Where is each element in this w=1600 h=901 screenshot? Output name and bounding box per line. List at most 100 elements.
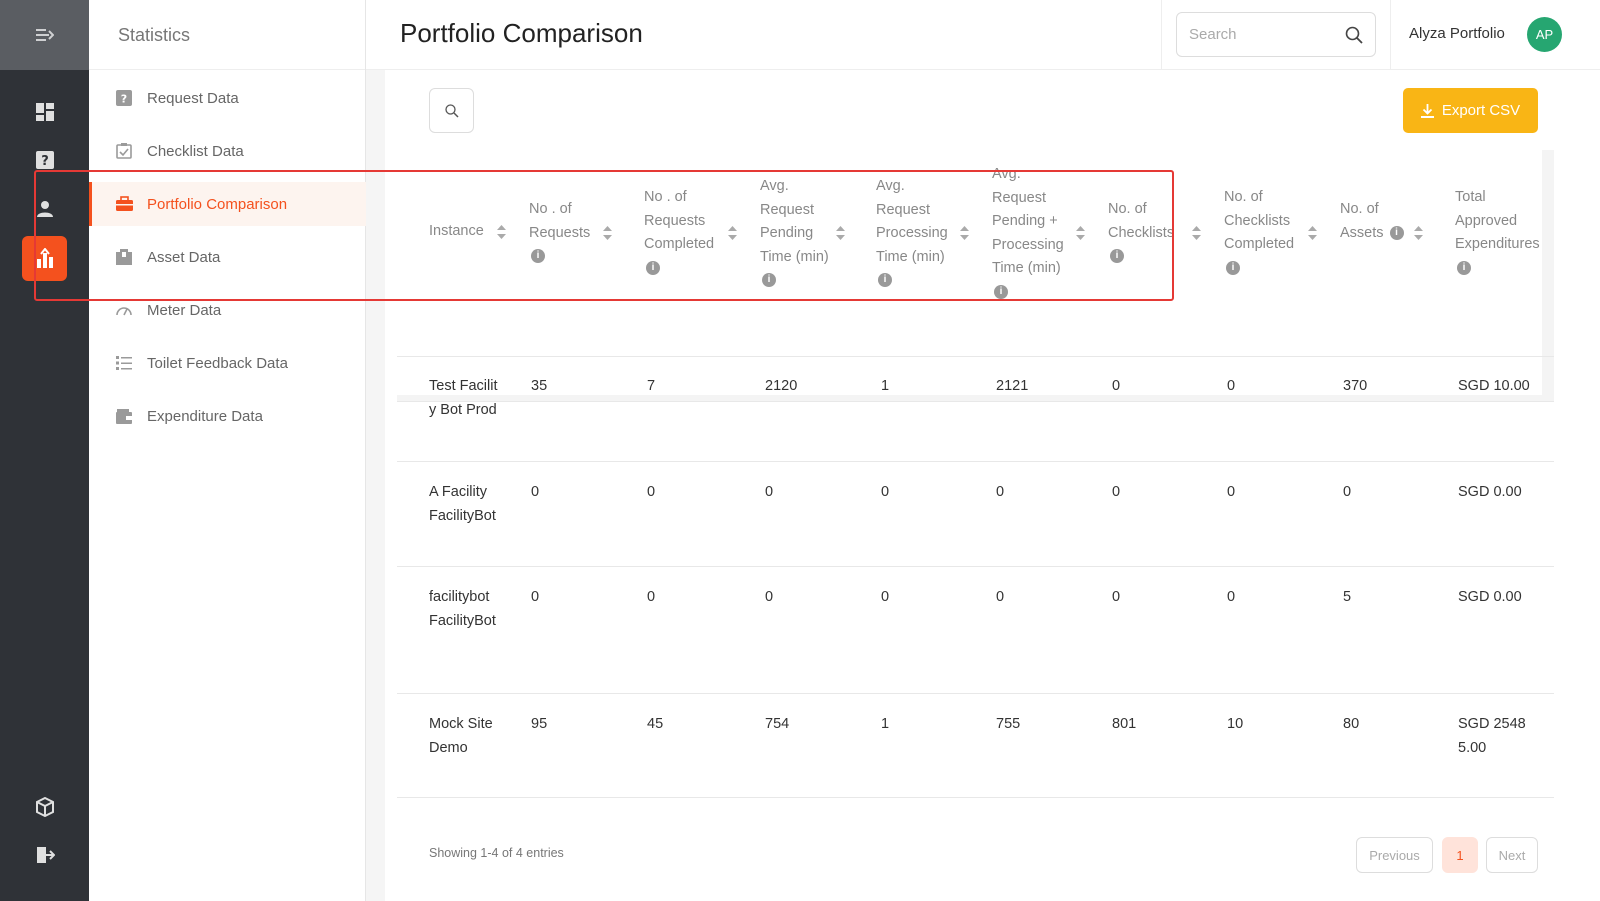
rail-statistics-button[interactable]	[22, 236, 67, 281]
svg-text:?: ?	[121, 93, 127, 106]
cell-expenditures: SGD 10.00	[1458, 378, 1530, 394]
cell-avg-total: 0	[996, 589, 1005, 605]
row-divider	[397, 693, 1554, 694]
column-header-avg-processing-time[interactable]: Avg. Request Processing Time (min) i	[876, 175, 969, 293]
sort-icon[interactable]	[603, 221, 612, 245]
cell-requests-completed: 0	[647, 589, 656, 605]
info-icon[interactable]: i	[646, 260, 660, 275]
previous-page-button[interactable]: Previous	[1356, 837, 1433, 873]
cell-assets: 0	[1343, 484, 1352, 500]
header-search-input[interactable]	[1189, 26, 1345, 43]
dashboard-icon	[35, 102, 54, 121]
rail-modules-button[interactable]	[22, 784, 67, 829]
cell-requests-completed: 7	[647, 378, 656, 394]
column-header-avg-pending-time[interactable]: Avg. Request Pending Time (min) i	[760, 175, 845, 293]
info-icon[interactable]: i	[1110, 249, 1124, 264]
subnav-title: Statistics	[89, 0, 365, 70]
list-icon	[115, 354, 133, 372]
subnav-item-expenditure-data[interactable]: Expenditure Data	[89, 394, 366, 438]
cell-checklists: 0	[1112, 378, 1121, 394]
rail-requests-button[interactable]: ?	[22, 137, 67, 182]
subnav-item-toilet-feedback-data[interactable]: Toilet Feedback Data	[89, 341, 366, 385]
cell-avg-pending: 0	[765, 589, 774, 605]
subnav-item-label: Request Data	[147, 89, 239, 107]
cell-expenditures: SGD 25485.00	[1458, 716, 1526, 756]
subnav-item-meter-data[interactable]: Meter Data	[89, 288, 366, 332]
clipboard-check-icon	[115, 142, 133, 160]
info-icon[interactable]: i	[1226, 260, 1240, 275]
sort-icon[interactable]	[1308, 221, 1317, 245]
sort-icon[interactable]	[960, 221, 969, 245]
next-page-button[interactable]: Next	[1486, 837, 1538, 873]
sort-icon[interactable]	[728, 221, 737, 245]
row-divider	[397, 461, 1554, 462]
cell-expenditures: SGD 0.00	[1458, 484, 1522, 500]
cell-checklists-completed: 0	[1227, 378, 1236, 394]
icon-rail: ?	[0, 0, 89, 901]
column-header-checklists[interactable]: No. of Checklists i	[1108, 198, 1201, 269]
subnav-item-label: Asset Data	[147, 248, 221, 266]
info-icon[interactable]: i	[994, 284, 1008, 299]
subnav-item-request-data[interactable]: ? Request Data	[89, 76, 366, 120]
rail-logout-button[interactable]	[22, 832, 67, 877]
cell-avg-processing: 0	[881, 484, 890, 500]
export-csv-button[interactable]: Export CSV	[1403, 88, 1538, 133]
table-search-button[interactable]	[429, 88, 474, 133]
sort-icon[interactable]	[1192, 221, 1201, 245]
column-header-avg-total-time[interactable]: Avg. Request Pending + Processing Time (…	[992, 163, 1085, 310]
sort-icon[interactable]	[1076, 221, 1085, 245]
cell-avg-pending: 754	[765, 716, 790, 732]
subnav-item-checklist-data[interactable]: Checklist Data	[89, 129, 366, 173]
info-icon[interactable]: i	[878, 273, 892, 288]
info-icon[interactable]: i	[1457, 260, 1471, 275]
cell-assets: 5	[1343, 589, 1352, 605]
sort-icon[interactable]	[836, 221, 845, 245]
subnav-item-label: Toilet Feedback Data	[147, 354, 288, 372]
subnav-item-label: Portfolio Comparison	[147, 195, 288, 213]
box-icon	[35, 796, 54, 817]
subnav-item-portfolio-comparison[interactable]: Portfolio Comparison	[89, 182, 366, 226]
cell-assets: 370	[1343, 378, 1368, 394]
cell-instance: facilitybot FacilityBot	[429, 589, 496, 629]
page-1-button[interactable]: 1	[1442, 837, 1478, 873]
column-header-checklists-completed[interactable]: No. of Checklists Completed i	[1224, 186, 1317, 280]
statistics-subnav: Statistics ? Request Data Checklist Data…	[89, 0, 366, 901]
column-header-assets[interactable]: No. of Assets i	[1340, 198, 1423, 245]
column-header-instance[interactable]: Instance	[429, 220, 506, 244]
cell-instance: A Facility FacilityBot	[429, 484, 496, 524]
download-icon	[1420, 103, 1434, 118]
subnav-item-label: Meter Data	[147, 301, 222, 319]
subnav-item-asset-data[interactable]: Asset Data	[89, 235, 366, 279]
cell-avg-processing: 0	[881, 589, 890, 605]
cell-requests-completed: 0	[647, 484, 656, 500]
user-name[interactable]: Alyza Portfolio	[1409, 25, 1505, 42]
info-icon[interactable]: i	[762, 273, 776, 288]
briefcase-icon	[115, 195, 133, 213]
rail-dashboard-button[interactable]	[22, 89, 67, 134]
menu-collapse-icon	[35, 29, 54, 41]
main-card: Export CSV Instance No . of Requests i N…	[385, 70, 1600, 901]
column-header-requests[interactable]: No . of Requests i	[529, 198, 612, 269]
sort-icon[interactable]	[1414, 221, 1423, 245]
top-header: Portfolio Comparison Alyza Portfolio AP	[366, 0, 1600, 70]
user-icon	[36, 200, 53, 217]
help-square-icon: ?	[115, 89, 133, 107]
cell-checklists-completed: 10	[1227, 716, 1244, 732]
cell-instance: Test Facility Bot Prod	[429, 378, 498, 418]
export-csv-label: Export CSV	[1441, 102, 1521, 119]
info-icon[interactable]: i	[531, 249, 545, 264]
subnav-item-label: Expenditure Data	[147, 407, 263, 425]
info-icon[interactable]: i	[1389, 225, 1404, 240]
cell-avg-pending: 0	[765, 484, 774, 500]
subnav-item-label: Checklist Data	[147, 142, 244, 160]
column-header-requests-completed[interactable]: No . of Requests Completed i	[644, 186, 737, 280]
logout-icon	[36, 846, 55, 863]
search-icon[interactable]	[1345, 26, 1363, 44]
menu-collapse-button[interactable]	[0, 0, 89, 70]
cell-requests: 0	[531, 484, 540, 500]
cell-assets: 80	[1343, 716, 1360, 732]
avatar[interactable]: AP	[1527, 17, 1562, 52]
sort-icon[interactable]	[497, 220, 506, 244]
rail-users-button[interactable]	[22, 186, 67, 231]
column-header-approved-expenditures[interactable]: Total Approved Expenditures i	[1455, 189, 1540, 275]
